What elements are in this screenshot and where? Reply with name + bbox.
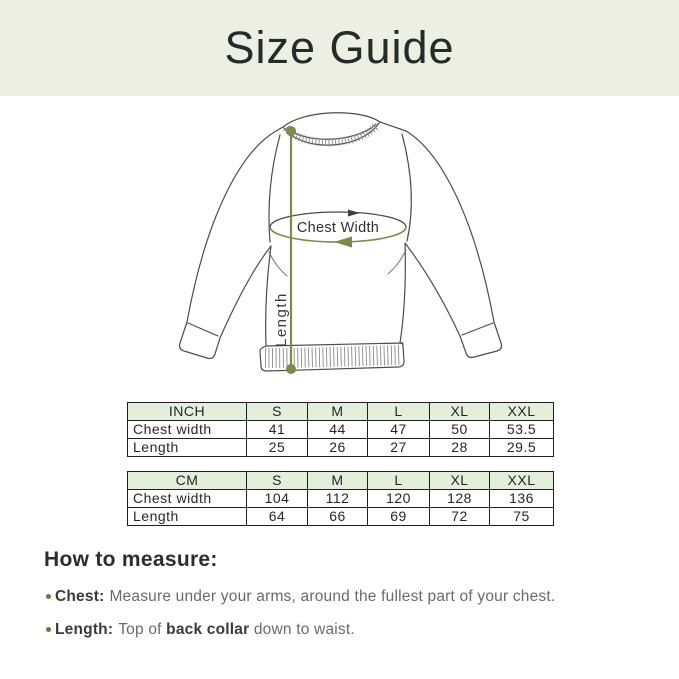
chest-width-label: Chest Width	[297, 220, 379, 236]
column-header-m: M	[307, 402, 368, 421]
right-gather-line	[387, 249, 407, 275]
size-value: 44	[307, 420, 368, 439]
instruction-label: Length:	[55, 621, 114, 638]
how-to-measure-heading: How to measure:	[44, 548, 218, 571]
size-value: 26	[307, 438, 368, 457]
instruction-text: Measure under your arms, around the full…	[109, 588, 556, 605]
table-row: Chest width 104 112 120 128 136	[127, 489, 554, 508]
size-value: 28	[429, 438, 490, 457]
column-header-s: S	[246, 402, 308, 421]
size-value: 53.5	[489, 420, 554, 439]
size-value: 128	[429, 489, 490, 508]
size-value: 75	[489, 507, 554, 526]
collar-ribbing	[282, 122, 381, 147]
column-header-unit: CM	[127, 471, 247, 490]
row-label: Chest width	[127, 489, 247, 508]
length-label: Length	[273, 292, 290, 347]
hem-band-edge	[265, 342, 404, 347]
column-header-xxl: XXL	[489, 471, 554, 490]
table-header-row: CM S M L XL XXL	[127, 471, 554, 490]
column-header-l: L	[367, 471, 430, 490]
instruction-label: Chest:	[55, 588, 105, 605]
right-cuff-line	[461, 322, 494, 336]
row-label: Length	[127, 507, 247, 526]
header-band	[0, 0, 679, 96]
length-top-dot	[286, 126, 296, 136]
table-row: Length 64 66 69 72 75	[127, 507, 554, 526]
instruction-text: Top of	[118, 621, 167, 638]
bullet-dot-icon	[46, 627, 51, 632]
column-header-xxl: XXL	[489, 402, 554, 421]
size-table-cm: CM S M L XL XXL Chest width 104 112 120 …	[127, 471, 554, 526]
size-value: 47	[367, 420, 430, 439]
page-title: Size Guide	[224, 22, 455, 73]
column-header-unit: INCH	[127, 402, 247, 421]
instruction-text: down to waist.	[249, 621, 355, 638]
size-value: 29.5	[489, 438, 554, 457]
bullet-dot-icon	[46, 594, 51, 599]
table-row: Chest width 41 44 47 50 53.5	[127, 420, 554, 439]
table-row: Length 25 26 27 28 29.5	[127, 438, 554, 457]
size-value: 41	[246, 420, 308, 439]
length-bottom-dot	[286, 364, 296, 374]
column-header-xl: XL	[429, 471, 490, 490]
chest-arrow-right-icon	[348, 209, 360, 217]
size-table-inch: INCH S M L XL XXL Chest width 41 44 47 5…	[127, 402, 554, 457]
size-value: 25	[246, 438, 308, 457]
row-label: Chest width	[127, 420, 247, 439]
left-armhole-seam	[268, 134, 281, 243]
size-value: 69	[367, 507, 430, 526]
measure-instruction-length: Length: Top of back collar down to waist.	[46, 621, 355, 639]
left-cuff-line	[187, 322, 219, 337]
left-gather-line	[268, 251, 288, 277]
size-value: 120	[367, 489, 430, 508]
chest-arrow-left-icon	[334, 236, 352, 248]
size-value: 66	[307, 507, 368, 526]
size-value: 27	[367, 438, 430, 457]
column-header-m: M	[307, 471, 368, 490]
right-armhole-seam	[401, 133, 412, 242]
size-value: 64	[246, 507, 308, 526]
size-value: 50	[429, 420, 490, 439]
column-header-l: L	[367, 402, 430, 421]
chest-ellipse-top	[269, 211, 407, 228]
size-value: 104	[246, 489, 308, 508]
measure-instruction-chest: Chest: Measure under your arms, around th…	[46, 588, 555, 606]
column-header-xl: XL	[429, 402, 490, 421]
column-header-s: S	[246, 471, 308, 490]
size-value: 112	[307, 489, 368, 508]
size-value: 72	[429, 507, 490, 526]
row-label: Length	[127, 438, 247, 457]
size-value: 136	[489, 489, 554, 508]
table-header-row: INCH S M L XL XXL	[127, 402, 554, 421]
instruction-bold-text: back collar	[166, 621, 250, 638]
